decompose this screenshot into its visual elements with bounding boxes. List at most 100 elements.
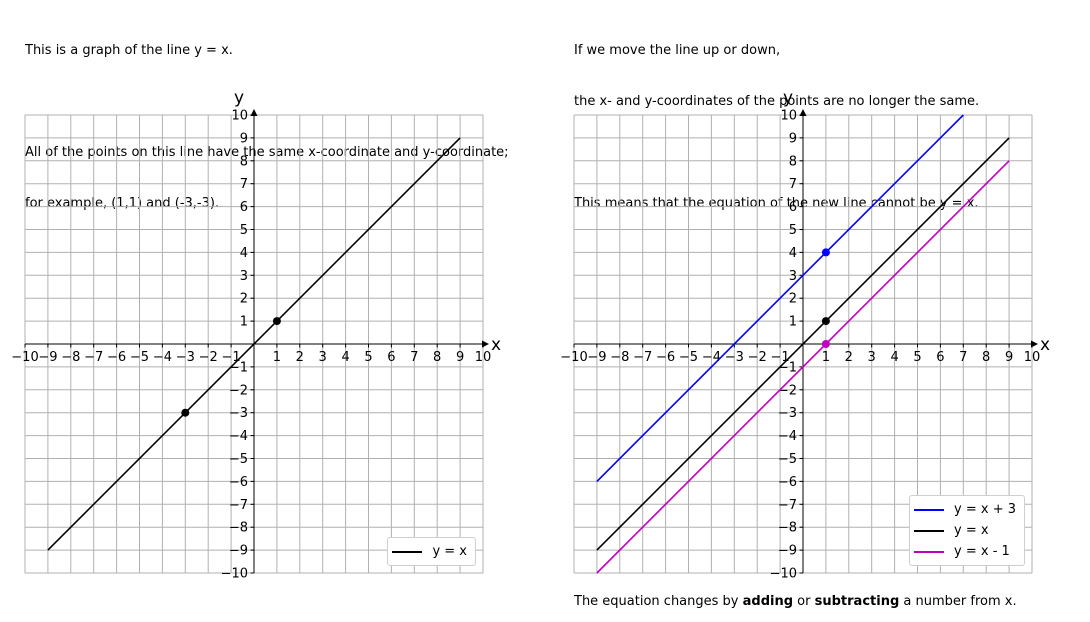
y-tick-label: 1 bbox=[240, 315, 248, 330]
y-axis-arrow bbox=[250, 109, 258, 116]
y-tick-label: 8 bbox=[240, 154, 248, 169]
x-axis-label: x bbox=[1040, 335, 1050, 355]
footer-note: The equation changes by adding or subtra… bbox=[574, 594, 1017, 609]
y-axis-label: y bbox=[783, 88, 793, 108]
footer-after: a number from x. bbox=[899, 594, 1017, 609]
series-line bbox=[596, 137, 1010, 551]
x-tick-label: −5 bbox=[679, 350, 698, 365]
left-description: This is a graph of the line y = x. All o… bbox=[25, 8, 509, 229]
y-tick-label: −10 bbox=[770, 567, 797, 582]
legend-entry: y = x + 3 bbox=[914, 499, 1016, 520]
data-point bbox=[272, 317, 281, 326]
y-tick-label: 3 bbox=[240, 269, 248, 284]
legend-label: y = x bbox=[432, 544, 467, 559]
legend-entry: y = x bbox=[914, 520, 1016, 541]
y-axis-arrow bbox=[799, 109, 807, 116]
x-tick-label: 1 bbox=[273, 350, 281, 365]
y-tick-label: −1 bbox=[778, 360, 797, 375]
y-tick-label: −6 bbox=[778, 475, 797, 490]
legend-entry: y = x - 1 bbox=[914, 541, 1016, 562]
y-tick-label: 2 bbox=[240, 292, 248, 307]
x-tick-label: 10 bbox=[1024, 350, 1041, 365]
series-line bbox=[596, 160, 1010, 574]
x-tick-label: 4 bbox=[341, 350, 349, 365]
y-tick-label: 5 bbox=[240, 223, 248, 238]
x-tick-label: −8 bbox=[61, 350, 80, 365]
y-tick-label: 9 bbox=[789, 131, 797, 146]
x-tick-label: 4 bbox=[890, 350, 898, 365]
x-axis-label: x bbox=[491, 335, 501, 355]
right-line-2: the x- and y-coordinates of the points a… bbox=[574, 94, 980, 109]
x-tick-label: 3 bbox=[319, 350, 327, 365]
x-tick-label: 8 bbox=[982, 350, 990, 365]
data-point bbox=[181, 408, 190, 417]
y-tick-label: 10 bbox=[780, 109, 797, 124]
x-tick-label: 3 bbox=[868, 350, 876, 365]
y-tick-label: −7 bbox=[778, 498, 797, 513]
legend-swatch bbox=[914, 529, 945, 532]
x-tick-label: −4 bbox=[153, 350, 172, 365]
y-tick-label: −7 bbox=[229, 498, 248, 513]
y-tick-label: 5 bbox=[789, 223, 797, 238]
x-tick-label: −8 bbox=[610, 350, 629, 365]
y-tick-label: 9 bbox=[240, 131, 248, 146]
y-tick-label: 7 bbox=[789, 177, 797, 192]
y-tick-label: −10 bbox=[221, 567, 248, 582]
x-tick-label: 5 bbox=[364, 350, 372, 365]
legend-left-chart: y = x bbox=[387, 537, 476, 566]
y-tick-label: 6 bbox=[789, 200, 797, 215]
y-tick-label: −8 bbox=[229, 521, 248, 536]
y-tick-label: 3 bbox=[789, 269, 797, 284]
x-tick-label: 2 bbox=[296, 350, 304, 365]
x-tick-label: −6 bbox=[656, 350, 675, 365]
legend-right-chart: y = x + 3 y = x y = x - 1 bbox=[909, 495, 1025, 566]
x-tick-label: −4 bbox=[702, 350, 721, 365]
y-tick-label: 7 bbox=[240, 177, 248, 192]
x-tick-label: −5 bbox=[130, 350, 149, 365]
x-axis-arrow bbox=[1031, 340, 1038, 348]
x-tick-label: −2 bbox=[199, 350, 218, 365]
x-tick-label: 6 bbox=[936, 350, 944, 365]
footer-before: The equation changes by bbox=[574, 594, 743, 609]
x-tick-label: 8 bbox=[433, 350, 441, 365]
x-tick-label: −7 bbox=[84, 350, 103, 365]
data-point bbox=[821, 317, 830, 326]
x-tick-label: −9 bbox=[38, 350, 57, 365]
x-tick-label: 5 bbox=[913, 350, 921, 365]
y-tick-label: −3 bbox=[229, 406, 248, 421]
data-point bbox=[821, 340, 830, 348]
y-tick-label: −8 bbox=[778, 521, 797, 536]
y-tick-label: 8 bbox=[789, 154, 797, 169]
left-line-1: This is a graph of the line y = x. bbox=[25, 43, 233, 58]
y-tick-label: 1 bbox=[789, 315, 797, 330]
y-tick-label: −4 bbox=[778, 429, 797, 444]
x-axis-arrow bbox=[482, 340, 489, 348]
data-point bbox=[821, 248, 830, 257]
legend-swatch bbox=[914, 550, 945, 553]
x-tick-label: −3 bbox=[176, 350, 195, 365]
y-tick-label: 6 bbox=[240, 200, 248, 215]
footer-bold-adding: adding bbox=[742, 594, 794, 609]
y-tick-label: 4 bbox=[240, 246, 248, 261]
y-tick-label: −5 bbox=[778, 452, 797, 467]
legend-label: y = x - 1 bbox=[954, 544, 1010, 559]
y-tick-label: −2 bbox=[778, 383, 797, 398]
x-tick-label: 7 bbox=[959, 350, 967, 365]
right-line-1: If we move the line up or down, bbox=[574, 43, 781, 58]
x-tick-label: 9 bbox=[456, 350, 464, 365]
legend-swatch bbox=[914, 508, 945, 511]
y-tick-label: 4 bbox=[789, 246, 797, 261]
x-tick-label: −6 bbox=[107, 350, 126, 365]
x-tick-label: 9 bbox=[1005, 350, 1013, 365]
y-tick-label: −5 bbox=[229, 452, 248, 467]
footer-middle: or bbox=[793, 594, 815, 609]
y-tick-label: 10 bbox=[231, 109, 248, 124]
y-tick-label: −4 bbox=[229, 429, 248, 444]
y-tick-label: −1 bbox=[229, 360, 248, 375]
x-tick-label: −9 bbox=[587, 350, 606, 365]
x-tick-label: −10 bbox=[11, 350, 38, 365]
x-tick-label: −7 bbox=[633, 350, 652, 365]
legend-swatch bbox=[392, 550, 423, 553]
x-tick-label: 2 bbox=[845, 350, 853, 365]
legend-entry: y = x bbox=[392, 541, 467, 562]
